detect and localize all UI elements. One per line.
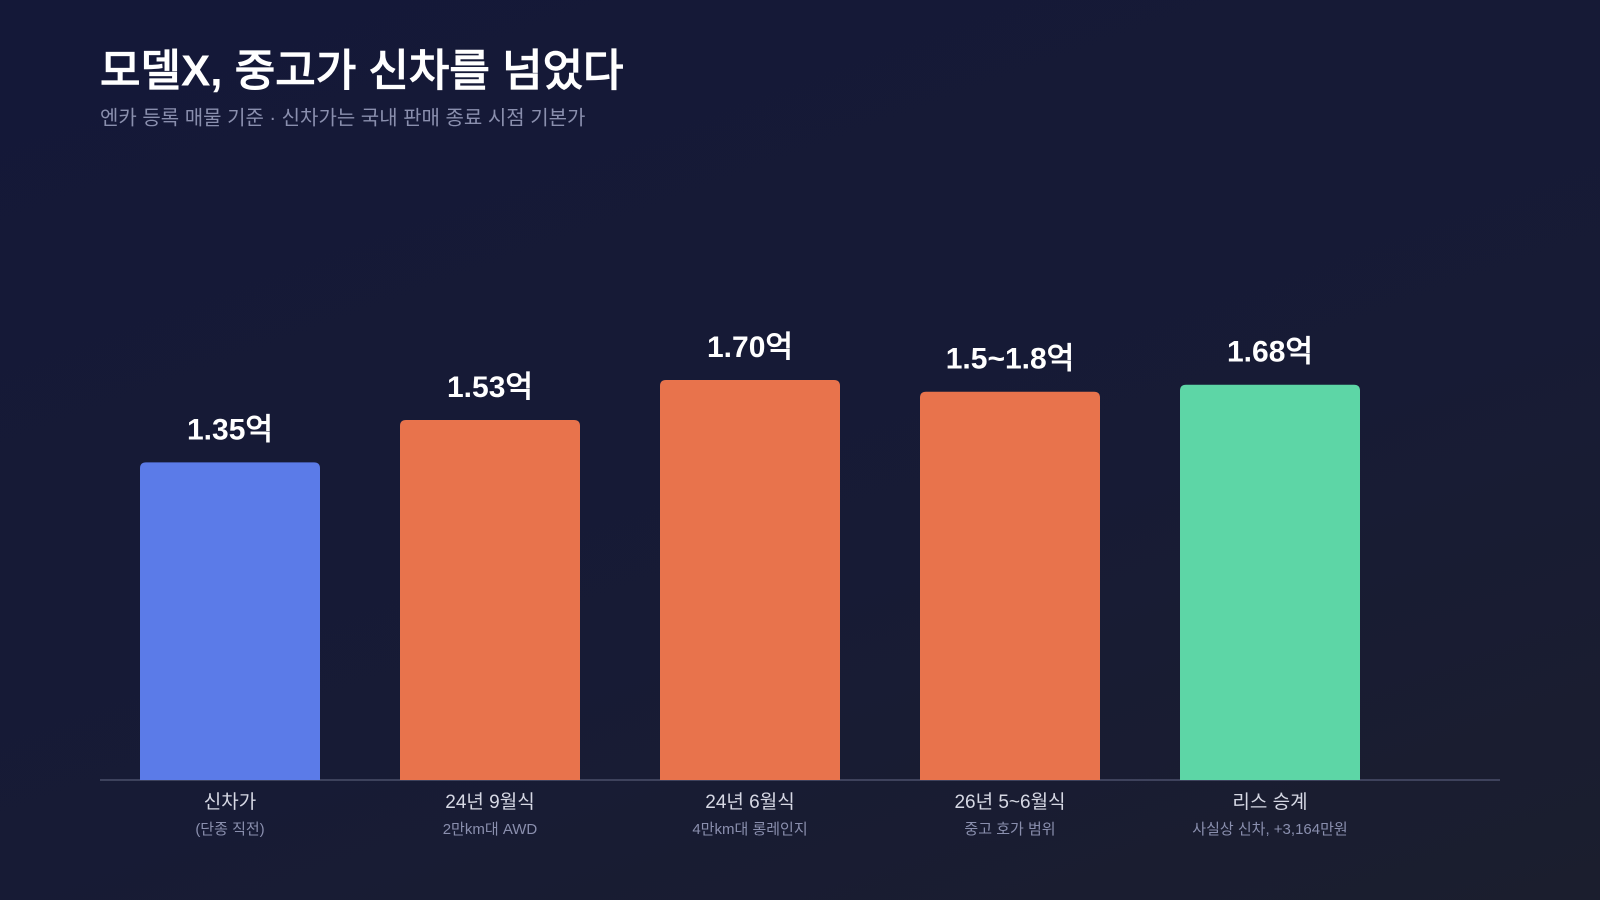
x-tick-sublabel: 2만km대 AWD [443, 821, 538, 838]
chart-title: 모델X, 중고가 신차를 넘었다 [100, 47, 624, 96]
value-label: 1.35억 [187, 413, 273, 446]
x-tick-sublabel: 사실상 신차, +3,164만원 [1192, 821, 1347, 838]
bar [660, 380, 840, 780]
value-label: 1.5~1.8억 [946, 343, 1075, 376]
x-tick-sublabel: 4만km대 롱레인지 [692, 821, 807, 838]
x-tick-label: 리스 승계 [1232, 791, 1307, 813]
x-tick-label: 24년 6월식 [705, 791, 794, 813]
chart-subtitle: 엔카 등록 매물 기준 · 신차가는 국내 판매 종료 시점 기본가 [100, 106, 585, 129]
x-tick-label: 24년 9월식 [445, 791, 534, 813]
bar [1180, 384, 1360, 780]
value-label: 1.70억 [707, 331, 793, 364]
bar [400, 420, 580, 780]
bar [140, 462, 320, 780]
x-tick-label: 신차가 [204, 791, 256, 813]
value-label: 1.68억 [1227, 336, 1313, 369]
x-tick-sublabel: 중고 호가 범위 [964, 821, 1055, 838]
x-tick-label: 26년 5~6월식 [954, 791, 1065, 813]
x-tick-sublabel: (단종 직전) [195, 821, 264, 838]
value-label: 1.53억 [447, 371, 533, 404]
bar [920, 391, 1100, 780]
